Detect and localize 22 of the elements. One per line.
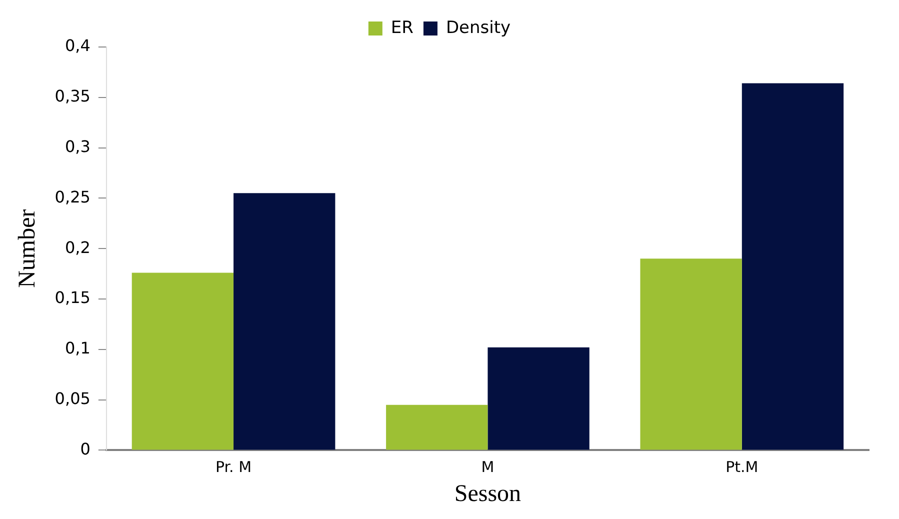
y-tick-label: 0 (80, 439, 90, 458)
bar (640, 258, 742, 450)
y-tick-label: 0,35 (54, 86, 90, 106)
x-tick-label: Pt.M (726, 458, 758, 476)
legend-label: ER (390, 18, 414, 38)
y-tick-label: 0,3 (64, 136, 90, 156)
y-tick-label: 0,05 (54, 388, 90, 408)
x-tick-label: M (481, 458, 494, 476)
bar (488, 347, 590, 450)
bar (386, 404, 488, 450)
x-tick-label: Pr. M (215, 458, 252, 476)
y-tick-label: 0,4 (64, 36, 90, 56)
bar (742, 83, 844, 450)
y-tick-label: 0,1 (64, 338, 90, 358)
bar (132, 272, 234, 450)
y-axis-title: Number (14, 209, 41, 288)
y-tick-label: 0,15 (54, 288, 90, 308)
x-axis-title: Sesson (454, 480, 522, 507)
y-tick-label: 0,2 (64, 238, 90, 257)
bar (234, 193, 336, 450)
y-tick-label: 0,25 (54, 187, 90, 206)
legend-label: Density (446, 18, 511, 38)
